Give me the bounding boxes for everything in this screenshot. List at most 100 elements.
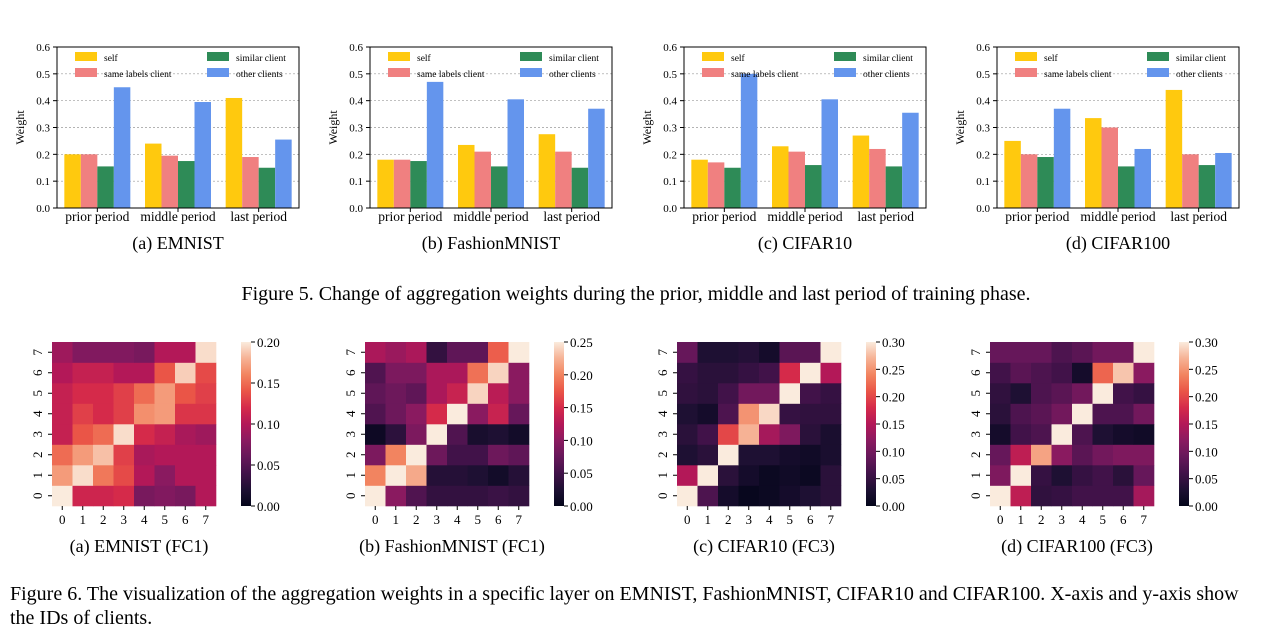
heatmap-cell (195, 383, 217, 404)
heatmap-cell (93, 342, 114, 363)
bar-similar-client (1037, 157, 1054, 208)
heatmap-cell (72, 342, 94, 363)
legend-swatch-similar-client (834, 52, 856, 61)
heatmap-cell (990, 424, 1011, 445)
heatmap-cell (820, 485, 842, 507)
heatmap-cell (779, 403, 801, 425)
x-tick-label: 2 (100, 512, 107, 527)
heatmap-cell (1051, 465, 1073, 486)
heatmap-cell (385, 444, 407, 466)
heatmap-cell (1133, 383, 1155, 404)
x-tick-label: 7 (203, 512, 210, 527)
heatmap-cell (779, 424, 801, 445)
y-tick-label: 1 (655, 472, 670, 479)
bar-other-clients (1053, 108, 1071, 208)
heatmap-cell (1113, 485, 1134, 507)
heatmap-cell (365, 465, 386, 486)
heatmap-cell (718, 403, 739, 425)
heatmap-cell (385, 362, 407, 384)
heatmap-cell (759, 403, 780, 425)
plot-frame (996, 46, 1240, 209)
y-tick-label: 0.2 (349, 149, 363, 161)
colorbar-tick-label: 0.00 (1195, 499, 1218, 514)
bar-other-clients (902, 112, 919, 208)
y-tick-label: 4 (655, 410, 670, 417)
heatmap-cell (718, 383, 739, 404)
heatmap-cell (447, 444, 468, 466)
colorbar-tick-label: 0.25 (1195, 362, 1218, 377)
y-tick-label: 0.5 (349, 69, 363, 81)
heatmap-cell (72, 403, 94, 425)
heatmap-cell (426, 342, 448, 363)
heatmap-cell (134, 485, 155, 507)
heatmap-cell (385, 424, 407, 445)
heatmap-cell (820, 465, 842, 486)
y-tick-label: 0.6 (36, 42, 50, 54)
x-tick-label: 1 (80, 512, 87, 527)
y-tick-label: 4 (30, 410, 45, 417)
heatmap-cell (447, 465, 468, 486)
heatmap-cell (677, 383, 698, 404)
colorbar-tick-label: 0.15 (257, 376, 280, 391)
colorbar-tick-label: 0.30 (882, 335, 905, 350)
heatmap-cell (1051, 403, 1073, 425)
heatmap-cell (1010, 424, 1032, 445)
heatmap-cell (738, 444, 760, 466)
legend-swatch-self (1015, 52, 1037, 61)
heatmap-cell (488, 383, 509, 404)
heatmap-cell (759, 362, 780, 384)
y-tick-label: 0.0 (349, 203, 363, 215)
bar-other-clients (1134, 148, 1151, 208)
y-tick-label: 0.2 (36, 149, 50, 161)
heatmap-cell (488, 444, 509, 466)
y-tick-label: 5 (968, 390, 983, 397)
heatmap-cell (93, 403, 114, 425)
heatmap-cell (1113, 424, 1134, 445)
heatmap-cell (134, 403, 155, 425)
heatmap-cell (800, 424, 821, 445)
heatmap-cell (1051, 362, 1073, 384)
heatmap-cell (93, 383, 114, 404)
x-tick-label: middle period (140, 209, 216, 224)
heatmap-cell (154, 465, 176, 486)
heatmap-cell (467, 485, 489, 507)
heatmap-cell (759, 444, 780, 466)
legend-swatch-other-clients (207, 68, 229, 77)
y-axis-label: Weight (13, 110, 27, 145)
heatmap-cell (467, 403, 489, 425)
bar-other-clients (275, 139, 292, 208)
legend-label: same labels client (417, 70, 485, 80)
y-tick-label: 0.0 (976, 203, 990, 215)
x-tick-label: middle period (453, 209, 529, 224)
legend-label: other clients (549, 70, 596, 80)
heatmap-cell (990, 362, 1011, 384)
bar-same-labels-client (788, 151, 805, 208)
heatmap-cell (1113, 362, 1134, 384)
colorbar-tick-label: 0.20 (257, 335, 280, 350)
colorbar-tick-label: 0.00 (882, 499, 905, 514)
y-tick-label: 4 (968, 410, 983, 417)
y-tick-label: 1 (343, 472, 358, 479)
heatmap-cell (365, 424, 386, 445)
heatmap-cell (677, 362, 698, 384)
heatmap-cell (820, 424, 842, 445)
bar-self (225, 97, 243, 208)
heatmap-cell (134, 342, 155, 363)
bar-same-labels-client (1101, 127, 1118, 208)
heatmap-cell (72, 444, 94, 466)
heatmap-cell (447, 362, 468, 384)
bar-self (145, 143, 162, 208)
y-tick-label: 3 (30, 431, 45, 438)
heatmap-cell (779, 362, 801, 384)
heatmap-cell (759, 342, 780, 363)
heatmap-cell (154, 342, 176, 363)
y-tick-label: 0 (655, 493, 670, 500)
heatmap-cell (800, 383, 821, 404)
y-tick-label: 4 (343, 410, 358, 417)
heatmap-cell (406, 444, 427, 466)
heatmap-cell (52, 342, 73, 363)
y-tick-label: 0.4 (663, 96, 677, 108)
x-tick-label: last period (543, 209, 600, 224)
heatmap-cell (52, 362, 73, 384)
heatmap-cell (1133, 444, 1155, 466)
